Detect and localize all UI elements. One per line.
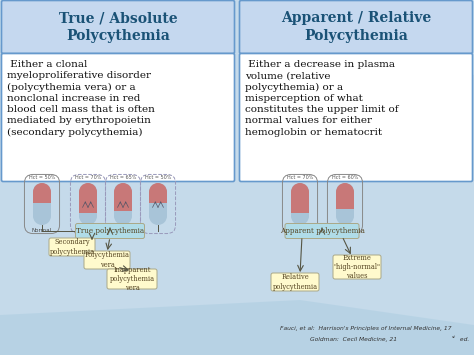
Text: Hct = 70%: Hct = 70% (287, 175, 313, 180)
Bar (336, 192, 354, 208)
FancyBboxPatch shape (107, 269, 157, 289)
Text: ed.: ed. (458, 337, 469, 342)
Bar (114, 209, 132, 211)
Text: Hct = 65%: Hct = 65% (110, 175, 136, 180)
Polygon shape (0, 0, 100, 45)
Bar (291, 192, 309, 216)
FancyBboxPatch shape (239, 54, 473, 181)
FancyBboxPatch shape (271, 273, 319, 291)
Text: Polycythemia
vera: Polycythemia vera (84, 251, 129, 269)
FancyBboxPatch shape (1, 0, 235, 54)
Ellipse shape (33, 183, 51, 201)
Text: Relative
polycythemia: Relative polycythemia (273, 273, 318, 291)
Polygon shape (280, 0, 474, 75)
FancyBboxPatch shape (84, 251, 130, 269)
Text: Hct = 70%: Hct = 70% (75, 175, 101, 180)
Text: st: st (452, 335, 456, 339)
Bar (114, 192, 132, 216)
Ellipse shape (114, 183, 132, 201)
Bar (114, 192, 132, 210)
FancyBboxPatch shape (1, 54, 235, 181)
Ellipse shape (291, 183, 309, 201)
Bar (291, 211, 309, 213)
Ellipse shape (79, 207, 97, 225)
FancyBboxPatch shape (75, 224, 145, 239)
Bar (79, 192, 97, 212)
Ellipse shape (114, 183, 132, 201)
Ellipse shape (149, 183, 167, 201)
Text: Secondary
polycythemia: Secondary polycythemia (49, 239, 94, 256)
Text: Goldman:  Cecil Medicine, 21: Goldman: Cecil Medicine, 21 (310, 337, 397, 342)
Text: True polycythemia: True polycythemia (76, 227, 144, 235)
Ellipse shape (79, 183, 97, 201)
Bar (291, 192, 309, 212)
Bar (336, 192, 354, 216)
Bar (336, 207, 354, 209)
Ellipse shape (336, 207, 354, 225)
Text: Inapparent
polycythemia
vera: Inapparent polycythemia vera (109, 266, 155, 292)
FancyBboxPatch shape (285, 224, 359, 239)
Text: Either a clonal
myeloproliferative disorder
(polycythemia vera) or a
nonclonal i: Either a clonal myeloproliferative disor… (7, 60, 155, 137)
FancyBboxPatch shape (333, 255, 381, 279)
Bar (149, 192, 167, 204)
Ellipse shape (336, 183, 354, 201)
Ellipse shape (33, 183, 51, 201)
Text: Apparent polycythemia: Apparent polycythemia (280, 227, 365, 235)
Polygon shape (0, 300, 474, 355)
Ellipse shape (149, 183, 167, 201)
Bar (79, 192, 97, 216)
Ellipse shape (114, 207, 132, 225)
Text: Normal: Normal (32, 228, 52, 233)
Text: True / Absolute
Polycythemia: True / Absolute Polycythemia (59, 11, 177, 43)
Ellipse shape (149, 207, 167, 225)
Text: Hct = 50%: Hct = 50% (145, 175, 171, 180)
Text: Apparent / Relative
Polycythemia: Apparent / Relative Polycythemia (281, 11, 431, 43)
Bar (79, 211, 97, 213)
Ellipse shape (33, 207, 51, 225)
Ellipse shape (79, 183, 97, 201)
Text: Fauci, et al:  Harrison's Principles of Internal Medicine, 17: Fauci, et al: Harrison's Principles of I… (280, 326, 452, 331)
Ellipse shape (336, 183, 354, 201)
Text: Either a decrease in plasma
volume (relative
polycythemia) or a
misperception of: Either a decrease in plasma volume (rela… (245, 60, 399, 137)
Ellipse shape (291, 207, 309, 225)
Bar (33, 192, 51, 216)
Bar (149, 203, 167, 205)
FancyBboxPatch shape (49, 238, 95, 256)
Text: Hct = 50%: Hct = 50% (29, 175, 55, 180)
Text: Hct = 60%: Hct = 60% (332, 175, 358, 180)
Text: Extreme
"high-normal"
values: Extreme "high-normal" values (334, 254, 381, 280)
Bar (149, 192, 167, 216)
Bar (33, 203, 51, 205)
Bar (33, 192, 51, 204)
FancyBboxPatch shape (239, 0, 473, 54)
Ellipse shape (291, 183, 309, 201)
